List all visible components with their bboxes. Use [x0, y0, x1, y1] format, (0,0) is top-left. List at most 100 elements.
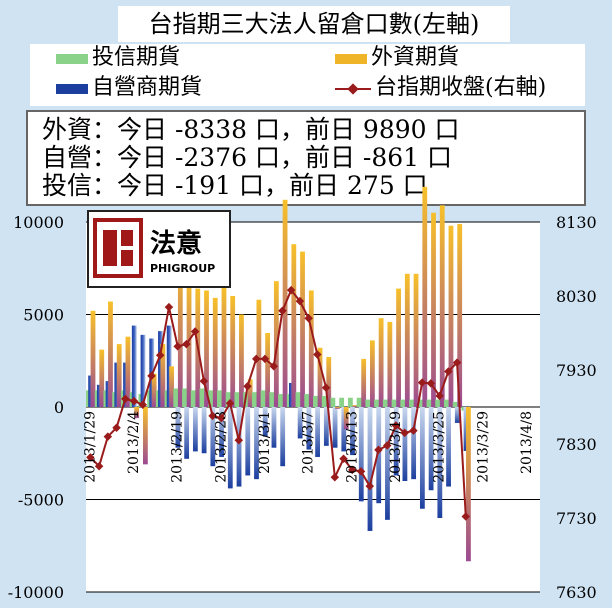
- logo-mark-inner: [121, 250, 133, 266]
- bar-dealer: [227, 407, 233, 489]
- bar-trust: [400, 399, 406, 407]
- bar-trust: [356, 397, 362, 407]
- bar-trust: [321, 395, 327, 407]
- legend-swatch-foreign: [335, 54, 367, 64]
- point-close: [452, 358, 462, 367]
- bar-trust: [452, 401, 458, 407]
- point-close: [173, 342, 182, 351]
- point-close: [103, 432, 113, 441]
- y-tick-right: 8030: [556, 287, 597, 306]
- y-tick-left: 0: [54, 398, 64, 417]
- bar-foreign: [212, 297, 218, 407]
- bar-foreign: [134, 407, 140, 419]
- legend-label-close: 台指期收盤(右軸): [375, 75, 547, 100]
- bar-foreign: [90, 310, 96, 407]
- point-close: [330, 473, 340, 482]
- point-close: [391, 421, 401, 430]
- point-close: [304, 313, 313, 323]
- legend-swatch-trust: [56, 54, 88, 64]
- bar-foreign: [352, 405, 358, 407]
- bar-dealer: [262, 407, 268, 437]
- bar-dealer: [446, 407, 451, 487]
- info-foreign: 外資：今日 -8338 口，前日 9890 口: [42, 115, 460, 144]
- legend-swatch-dealer: [56, 84, 88, 94]
- y-tick-left: -5000: [18, 491, 64, 510]
- bar-dealer: [419, 407, 425, 509]
- y-tick-left: -10000: [8, 583, 64, 602]
- bar-dealer: [175, 407, 181, 448]
- logo-mark: [93, 218, 143, 278]
- point-close: [295, 296, 305, 306]
- bar-foreign: [361, 358, 367, 407]
- bar-foreign: [256, 299, 262, 407]
- bar-dealer: [376, 407, 382, 504]
- bar-foreign: [169, 366, 174, 407]
- bar-foreign: [335, 407, 340, 409]
- bar-dealer: [297, 407, 303, 439]
- point-close: [225, 399, 235, 408]
- bar-trust: [339, 397, 345, 407]
- bar-dealer: [271, 407, 277, 448]
- bar-dealer: [289, 382, 294, 407]
- point-close: [199, 376, 209, 386]
- x-tick-label: 2013/2/19: [170, 411, 186, 483]
- point-close: [86, 453, 95, 462]
- x-tick-label: 2013/3/1: [257, 411, 273, 474]
- bar-dealer: [367, 407, 373, 531]
- bar-dealer: [131, 325, 137, 407]
- bar-trust: [426, 399, 432, 407]
- bar-trust: [444, 399, 449, 407]
- bar-dealer: [358, 407, 364, 502]
- bar-foreign: [396, 288, 401, 407]
- x-tick-label: 2013/3/7: [301, 411, 317, 474]
- bar-dealer: [454, 407, 460, 423]
- y-tick-right: 7730: [556, 509, 597, 528]
- bar-dealer: [393, 407, 399, 476]
- bar-dealer: [428, 407, 434, 491]
- x-tick-label: 2013/3/29: [475, 411, 491, 483]
- point-close: [190, 327, 200, 336]
- point-close: [374, 445, 383, 455]
- y-tick-right: 7930: [556, 361, 597, 380]
- bar-trust: [374, 399, 379, 407]
- bar-foreign: [308, 290, 314, 407]
- bar-dealer: [332, 407, 338, 448]
- bar-foreign: [177, 259, 183, 407]
- bar-dealer: [219, 407, 224, 457]
- bar-foreign: [300, 251, 305, 407]
- point-close: [269, 362, 278, 371]
- bar-dealer: [385, 407, 390, 520]
- bar-trust: [365, 399, 371, 407]
- info-box: 外資：今日 -8338 口，前日 9890 口 自營：今日 -2376 口，前日…: [26, 110, 586, 206]
- logo-brand: 法意: [150, 228, 202, 259]
- point-close: [243, 382, 252, 391]
- bar-trust: [330, 397, 336, 407]
- bar-foreign: [247, 379, 253, 407]
- info-trust: 投信：今日 -191 口，前日 275 口: [42, 171, 428, 200]
- bar-foreign: [317, 347, 323, 407]
- x-tick-label: 2013/3/13: [344, 411, 360, 483]
- bar-foreign: [448, 225, 454, 407]
- point-close: [147, 371, 156, 381]
- legend-swatch-close: [335, 83, 371, 95]
- point-close: [129, 396, 139, 406]
- legend-label-dealer: 自營商期貨: [92, 75, 203, 100]
- bar-trust: [347, 397, 353, 407]
- bar-trust: [234, 392, 240, 407]
- point-close: [400, 428, 409, 438]
- bar-foreign: [291, 244, 297, 407]
- bar-foreign: [142, 407, 148, 465]
- point-close: [461, 512, 471, 521]
- bar-trust: [435, 399, 441, 407]
- bar-dealer: [350, 407, 355, 456]
- point-close: [444, 367, 453, 376]
- bar-foreign: [239, 314, 244, 407]
- bar-trust: [208, 390, 214, 407]
- point-close: [164, 302, 174, 312]
- point-close: [155, 350, 165, 360]
- point-close: [409, 426, 418, 435]
- bar-foreign: [125, 336, 131, 407]
- bar-dealer: [254, 407, 259, 480]
- bar-trust: [269, 392, 275, 407]
- bar-dealer: [280, 407, 286, 467]
